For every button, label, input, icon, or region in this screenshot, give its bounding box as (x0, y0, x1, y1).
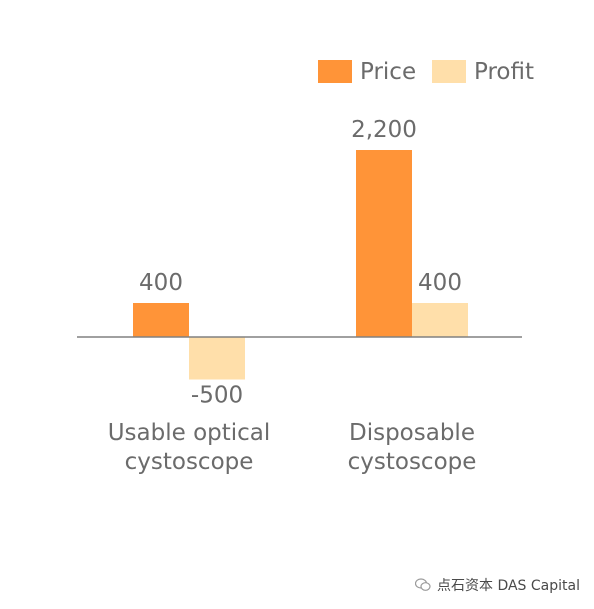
data-label-profit-1: -500 (191, 383, 243, 409)
data-label-price-1: 400 (139, 270, 183, 296)
legend: Price Profit (318, 59, 534, 85)
bar-profit-1 (189, 337, 245, 380)
legend-label-price: Price (360, 59, 416, 85)
wechat-icon (415, 578, 431, 591)
data-label-price-2: 2,200 (351, 117, 417, 143)
category-label-1-line-1: Usable optical (108, 420, 271, 446)
data-labels: 400 2,200 -500 400 (139, 117, 462, 409)
category-label-2-line-1: Disposable (349, 420, 475, 446)
legend-label-profit: Profit (474, 59, 534, 85)
category-label-1-line-2: cystoscope (125, 449, 254, 475)
watermark-text: 点石资本 DAS Capital (437, 578, 580, 594)
legend-swatch-price (318, 60, 352, 83)
bars (133, 150, 468, 380)
data-label-profit-2: 400 (418, 270, 462, 296)
category-labels: Usable optical cystoscope Disposable cystos… (108, 420, 477, 475)
bar-profit-2 (412, 303, 468, 337)
watermark: 点石资本 DAS Capital (415, 575, 580, 595)
bar-price-2 (356, 150, 412, 337)
bar-price-1 (133, 303, 189, 337)
legend-swatch-profit (432, 60, 466, 83)
category-label-2-line-2: cystoscope (348, 449, 477, 475)
